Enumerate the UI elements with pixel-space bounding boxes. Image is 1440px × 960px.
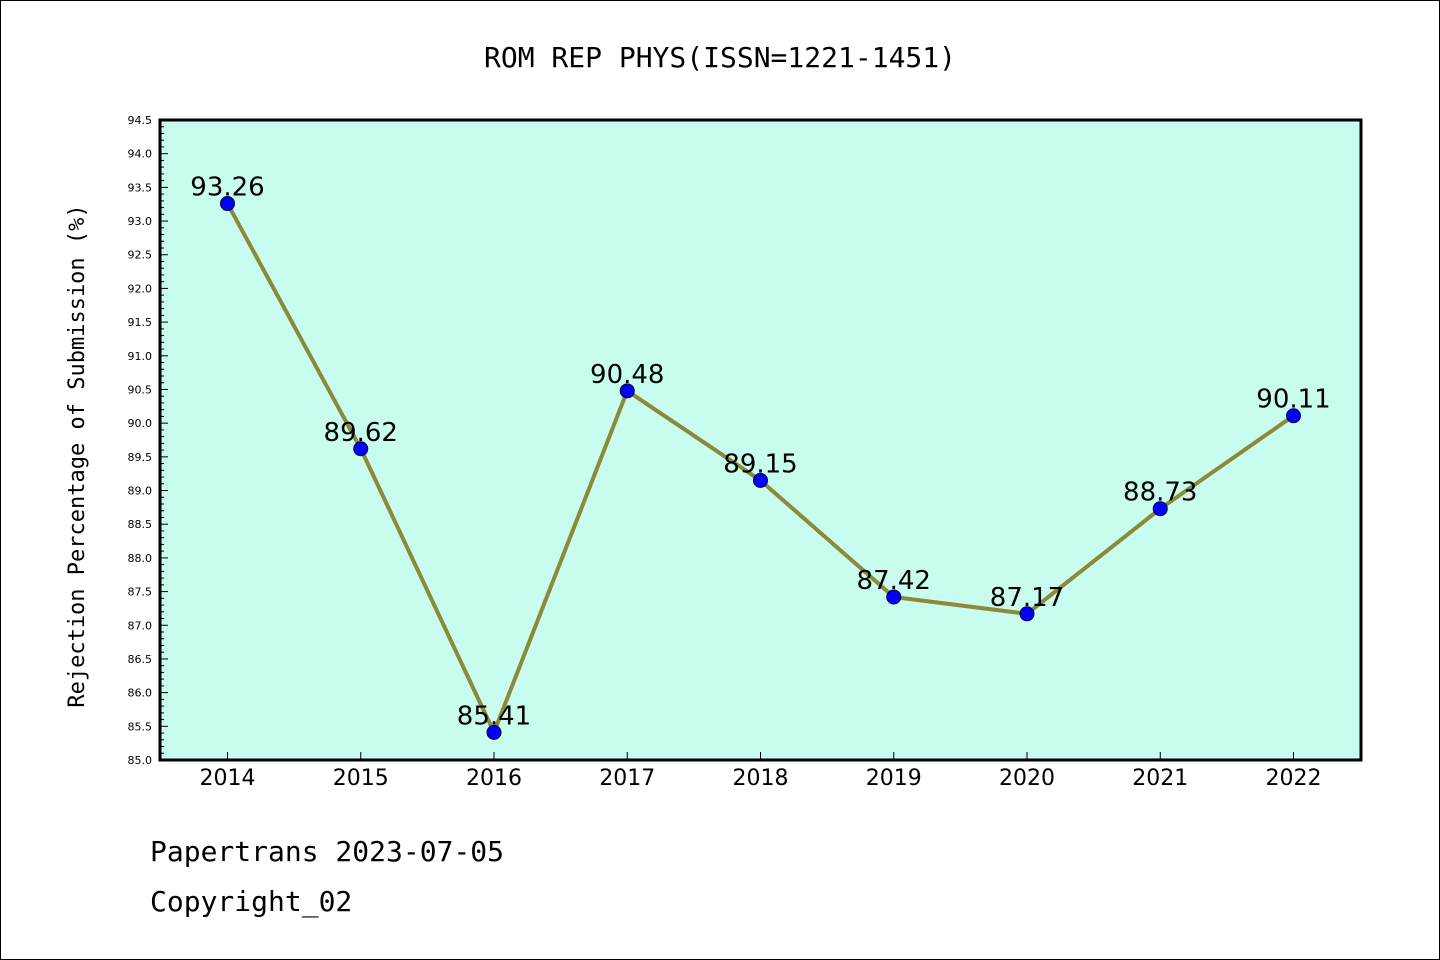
data-point-2016 [486, 724, 502, 740]
y-tick-label: 94.0 [128, 148, 153, 161]
data-label-2021: 88.73 [1123, 478, 1197, 508]
y-tick-label: 87.0 [128, 619, 153, 632]
x-tick-label: 2021 [1132, 766, 1188, 791]
data-label-2022: 90.11 [1256, 385, 1330, 415]
y-tick-label: 92.0 [128, 282, 153, 295]
plot-border [158, 118, 1363, 762]
data-point-2021 [1152, 501, 1168, 517]
data-point-2020 [1019, 606, 1035, 622]
y-axis-label: Rejection Percentage of Submission (%) [65, 204, 90, 707]
y-tick-label: 89.5 [128, 451, 153, 464]
x-tick-label: 2015 [333, 766, 389, 791]
footer-copyright: Copyright_02 [150, 885, 353, 918]
data-point-2014 [220, 196, 235, 212]
data-point-2022 [1286, 408, 1301, 424]
x-tick-label: 2020 [999, 766, 1055, 791]
y-tick-label: 88.0 [128, 552, 153, 565]
y-tick-label: 87.5 [128, 586, 153, 599]
x-tick-label: 2016 [466, 766, 522, 791]
data-label-2014: 93.26 [190, 173, 264, 203]
footer-source: Papertrans 2023-07-05 [150, 835, 505, 868]
x-tick-label: 2018 [733, 766, 789, 791]
y-tick-label: 88.5 [128, 518, 153, 531]
x-tick-label: 2014 [200, 766, 256, 791]
x-tick-label: 2022 [1266, 766, 1322, 791]
y-tick-label: 94.5 [128, 114, 153, 127]
y-tick-label: 91.0 [128, 350, 153, 363]
y-tick-label: 92.5 [128, 249, 153, 262]
y-tick-label: 91.5 [128, 316, 153, 329]
data-labels-group: 93.26 89.62 85.41 90.48 89.15 87.42 87.17 88.73… [190, 173, 1330, 732]
y-tick-label: 90.0 [128, 417, 153, 430]
plot-area [160, 120, 1361, 760]
data-point-2017 [619, 383, 635, 399]
y-tick-label: 85.0 [128, 754, 153, 767]
data-point-2019 [886, 589, 902, 605]
data-label-2017: 90.48 [590, 360, 664, 390]
y-tick-label: 86.5 [128, 653, 153, 666]
data-label-2020: 87.17 [990, 583, 1064, 613]
markers-group [220, 196, 1301, 740]
data-label-2016: 85.41 [457, 701, 531, 731]
x-tick-label: 2017 [599, 766, 655, 791]
y-axis: 85.0 85.5 86.0 86.5 87.0 87.5 88.0 88.5 89.0 89.5… [128, 114, 168, 767]
data-label-2018: 89.15 [723, 449, 797, 479]
y-tick-label: 90.5 [128, 383, 153, 396]
x-axis: 2014 2015 2016 2017 2018 2019 2020 2021 2022 [200, 752, 1322, 791]
data-point-2015 [353, 441, 369, 457]
data-label-2019: 87.42 [857, 566, 931, 596]
y-tick-label: 86.0 [128, 687, 153, 700]
x-tick-label: 2019 [866, 766, 922, 791]
y-tick-label: 85.5 [128, 720, 153, 733]
chart-title: ROM REP PHYS(ISSN=1221-1451) [484, 41, 956, 74]
data-label-2015: 89.62 [324, 418, 398, 448]
y-tick-label: 93.0 [128, 215, 153, 228]
y-tick-label: 89.0 [128, 485, 153, 498]
data-point-2018 [753, 472, 768, 488]
y-tick-label: 93.5 [128, 181, 153, 194]
